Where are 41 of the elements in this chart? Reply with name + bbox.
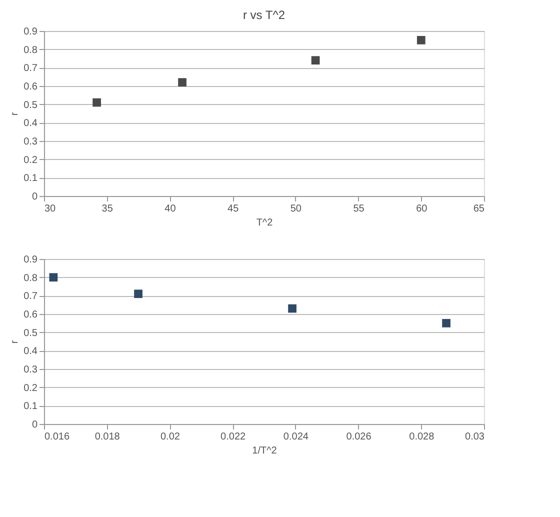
- x-tick-label: 60: [416, 204, 428, 214]
- y-tick-label: 0.9: [24, 26, 38, 38]
- y-tick-label: 0.8: [24, 272, 38, 284]
- x-tick-label: 0.024: [283, 432, 309, 442]
- y-tick-label: 0.6: [24, 310, 38, 320]
- y-tick-label: 0.3: [24, 136, 38, 148]
- y-tick-label: 0.6: [24, 82, 38, 92]
- y-tick-label: 0.3: [24, 364, 38, 376]
- x-tick-label: 40: [164, 204, 176, 214]
- x-tick-label: 55: [353, 204, 365, 214]
- y-tick-label: 0.4: [24, 346, 38, 358]
- x-tick-label: 45: [228, 204, 240, 214]
- x-axis-title: T^2: [256, 218, 274, 228]
- x-tick-label: 50: [290, 204, 302, 214]
- x-axis-title: 1/T^2: [252, 446, 278, 456]
- x-tick-label: 0.026: [346, 432, 372, 442]
- x-tick-label: 0.028: [409, 432, 435, 442]
- y-tick-label: 0.8: [24, 44, 38, 56]
- y-tick-label: 0.2: [24, 154, 38, 166]
- y-tick-label: 0.1: [24, 173, 38, 184]
- y-axis-title: r: [10, 112, 21, 116]
- y-tick-label: 0.7: [24, 291, 38, 302]
- y-tick-label: 0.9: [24, 254, 38, 266]
- x-tick-label: 0.018: [94, 432, 120, 442]
- x-tick-label: 0.022: [220, 432, 246, 442]
- y-tick-label: 0: [32, 192, 38, 202]
- y-tick-label: 0.5: [24, 328, 38, 339]
- y-tick-label: 0.5: [24, 100, 38, 111]
- y-tick-label: 0: [32, 420, 38, 430]
- x-tick-label: 0.03: [465, 432, 485, 442]
- chart-title: r vs T^2: [242, 8, 286, 22]
- x-tick-label: 65: [473, 204, 485, 214]
- x-tick-label: 0.016: [44, 432, 70, 442]
- y-tick-label: 0.1: [24, 401, 38, 412]
- x-tick-label: 35: [102, 204, 114, 214]
- y-axis-title: r: [10, 340, 21, 344]
- y-tick-label: 0.7: [24, 63, 38, 74]
- x-tick-label: 30: [44, 204, 56, 214]
- y-tick-label: 0.2: [24, 382, 38, 394]
- y-tick-label: 0.4: [24, 118, 38, 130]
- x-tick-label: 0.02: [160, 432, 180, 442]
